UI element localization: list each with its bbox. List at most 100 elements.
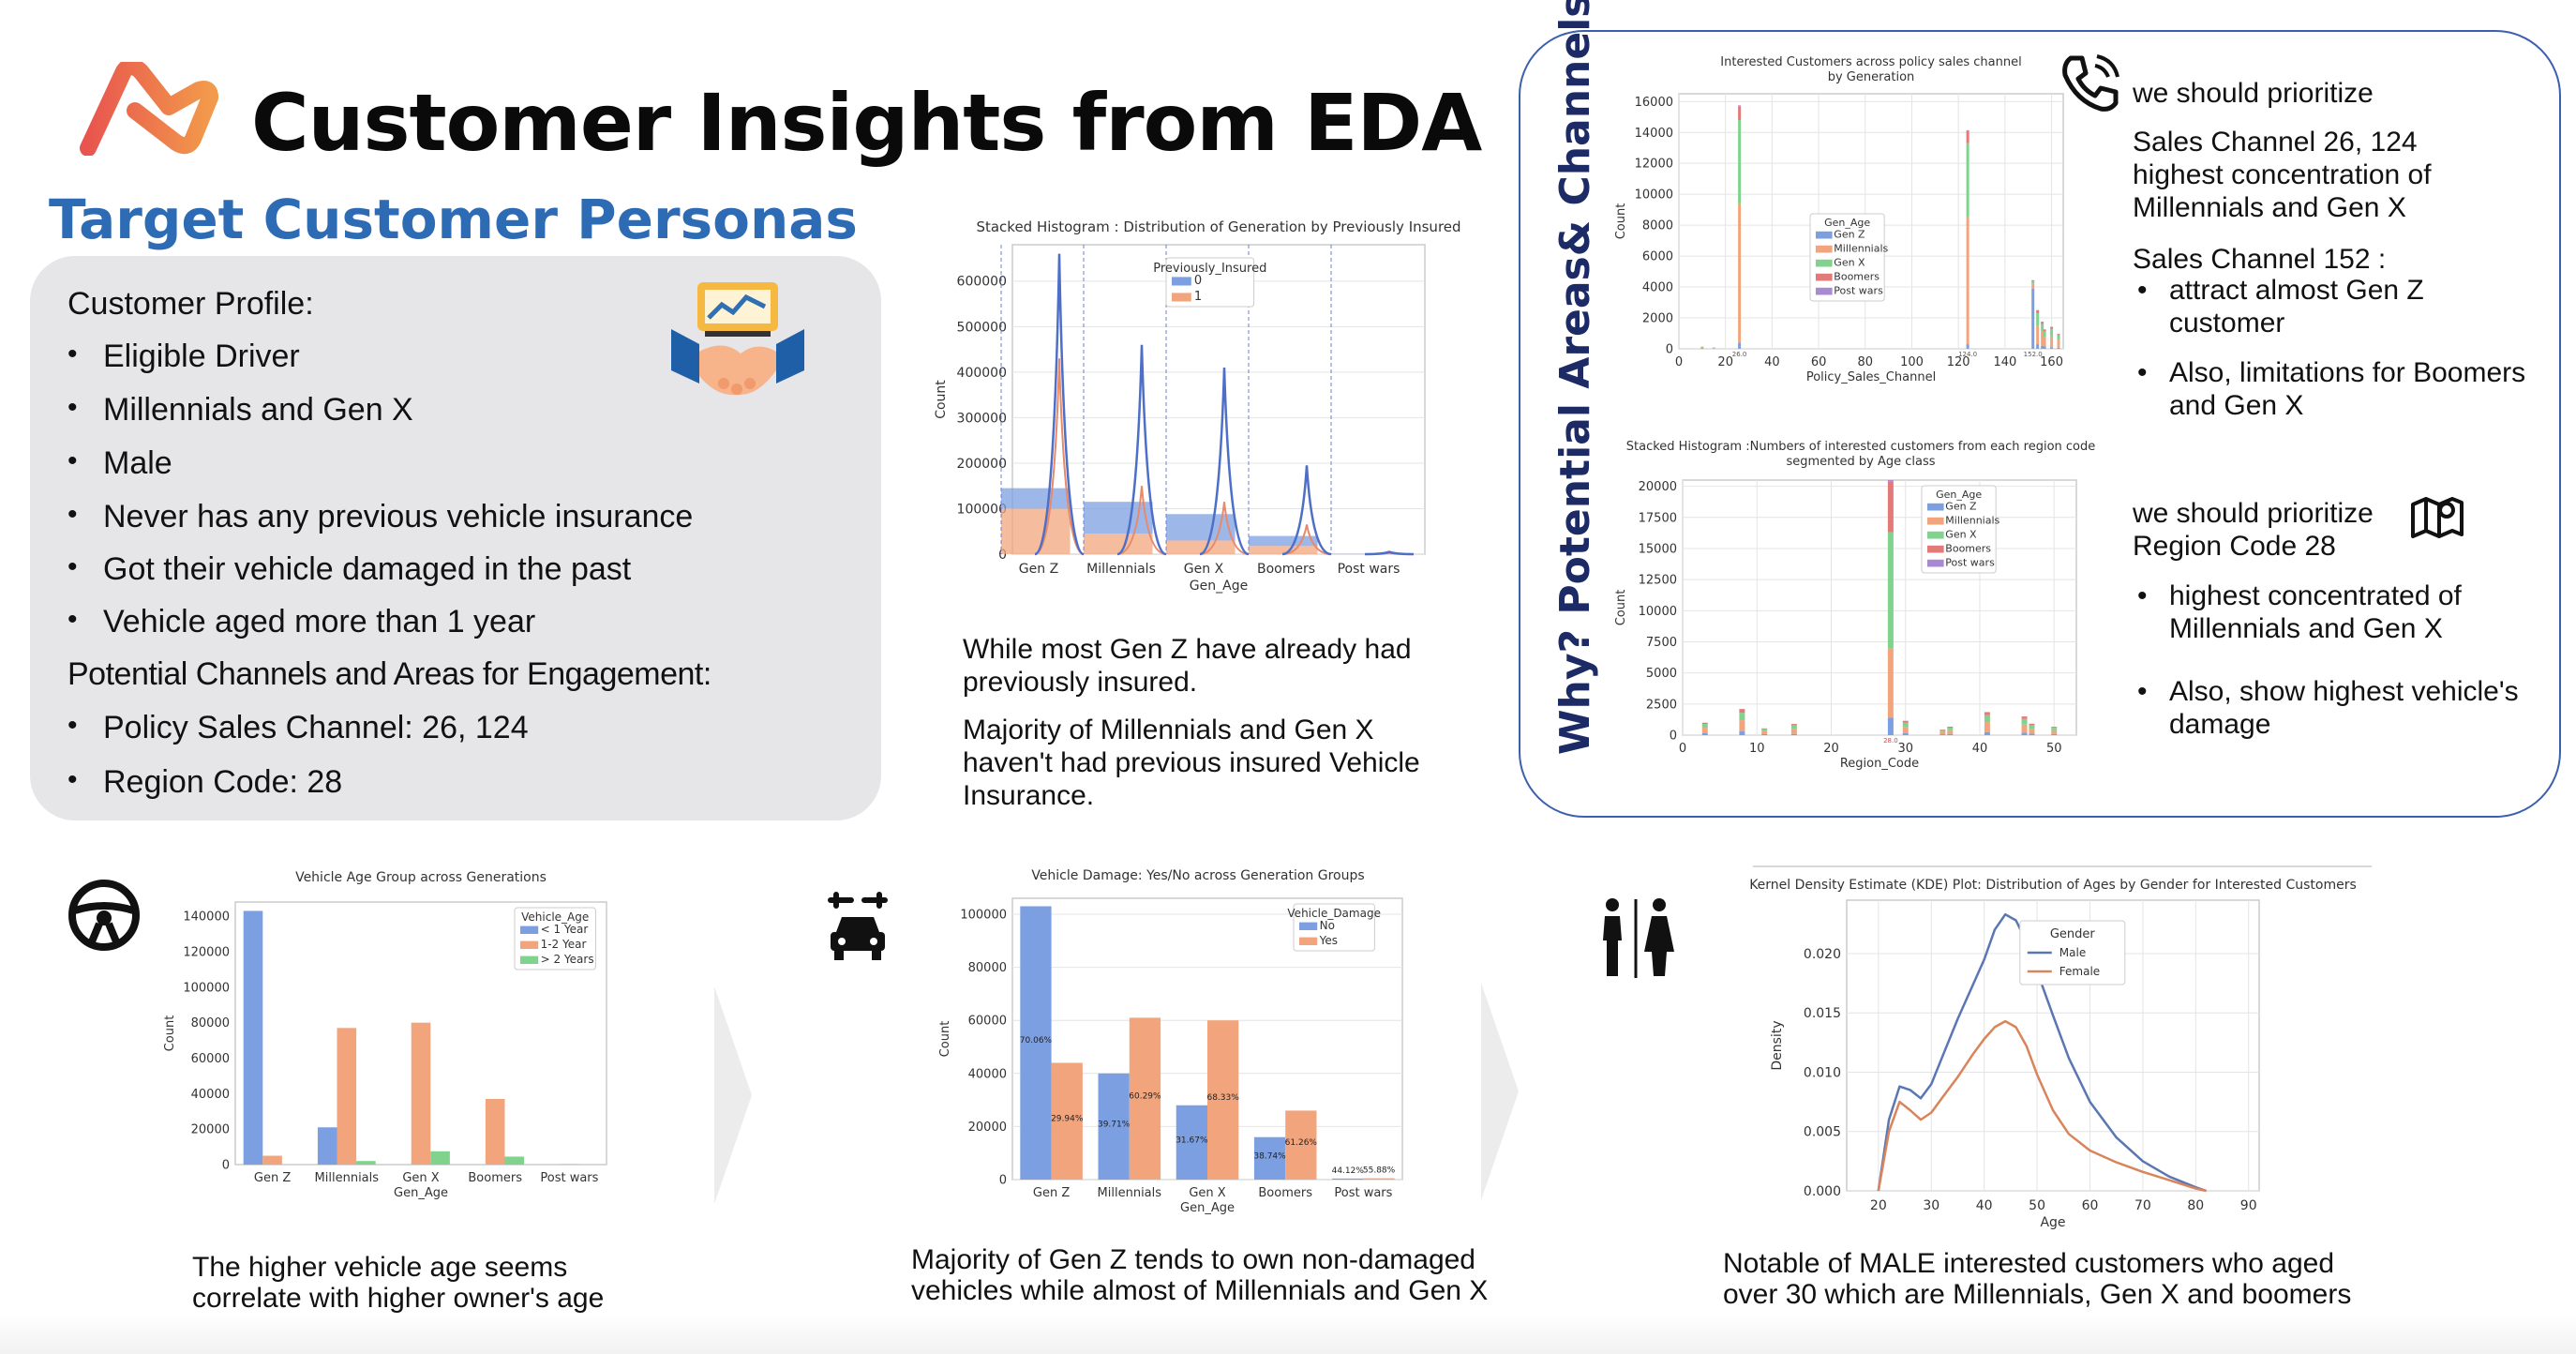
bar bbox=[317, 1127, 337, 1165]
y-axis-label: Count bbox=[163, 1016, 177, 1052]
bar bbox=[1947, 733, 1954, 735]
bar bbox=[1166, 514, 1236, 541]
bar bbox=[2051, 733, 2058, 735]
y-tick-label: 17500 bbox=[1639, 511, 1677, 525]
y-tick-label: 80000 bbox=[968, 961, 1007, 975]
bar bbox=[1966, 129, 1969, 131]
x-tick-label: 0 bbox=[1675, 355, 1683, 369]
bar bbox=[1887, 717, 1894, 735]
y-tick-label: 60000 bbox=[968, 1015, 1007, 1029]
y-tick-label: 10000 bbox=[1635, 188, 1673, 203]
legend-swatch bbox=[1816, 259, 1833, 267]
legend-swatch bbox=[520, 940, 539, 949]
data-label: 29.94% bbox=[1051, 1115, 1084, 1124]
chart-generation-by-insured: Stacked Histogram : Distribution of Gene… bbox=[934, 218, 1461, 594]
bar bbox=[1966, 130, 1969, 143]
legend-swatch bbox=[1816, 245, 1833, 253]
bar bbox=[1249, 546, 1318, 554]
legend-label: Gen X bbox=[1834, 256, 1865, 268]
x-tick-label: 50 bbox=[2029, 1198, 2045, 1213]
chart-vehicle-damage: Vehicle Damage: Yes/No across Generation… bbox=[938, 868, 1403, 1215]
x-tick-label: Gen Z bbox=[1033, 1186, 1070, 1200]
y-tick-label: 40000 bbox=[191, 1088, 230, 1102]
legend-label: Post wars bbox=[1945, 556, 1995, 568]
car-repair-icon bbox=[825, 891, 891, 966]
data-label: 61.26% bbox=[1285, 1138, 1318, 1148]
legend-swatch bbox=[1927, 545, 1944, 553]
x-tick-label: 0 bbox=[1679, 742, 1686, 756]
bar bbox=[1098, 1073, 1130, 1180]
x-tick-label: Gen Z bbox=[1019, 562, 1058, 577]
legend-label: Millennials bbox=[1834, 242, 1888, 254]
x-tick-label: Post wars bbox=[1334, 1186, 1392, 1200]
bar bbox=[1947, 730, 1954, 734]
bar bbox=[1947, 726, 1954, 729]
x-axis-label: Policy_Sales_Channel bbox=[1806, 370, 1936, 384]
map-icon bbox=[2409, 493, 2465, 540]
bar bbox=[1001, 508, 1071, 554]
y-tick-label: 0.005 bbox=[1804, 1125, 1841, 1140]
x-tick-label: Post wars bbox=[540, 1171, 598, 1185]
legend-swatch bbox=[520, 955, 539, 964]
legend-swatch bbox=[1816, 273, 1833, 281]
y-axis-label: Count bbox=[1614, 590, 1628, 626]
legend-swatch bbox=[1927, 531, 1944, 539]
bar bbox=[2051, 730, 2058, 734]
steering-wheel-icon bbox=[66, 877, 142, 954]
bar bbox=[1700, 347, 1704, 349]
y-tick-label: 2500 bbox=[1646, 698, 1677, 712]
bar bbox=[1984, 712, 1990, 715]
bullet: • bbox=[2137, 357, 2148, 388]
y-tick-label: 7500 bbox=[1646, 636, 1677, 650]
legend-title: Previously_Insured bbox=[1153, 262, 1266, 276]
bullet: • bbox=[2137, 580, 2148, 611]
bar bbox=[1332, 1178, 1364, 1180]
y-tick-label: 10000 bbox=[1639, 605, 1677, 619]
legend-label: Female bbox=[2059, 965, 2100, 978]
phone-icon bbox=[2058, 51, 2123, 116]
channel-152-bullet-2b: and Gen X bbox=[2169, 390, 2304, 421]
data-label: 39.71% bbox=[1098, 1120, 1131, 1129]
legend-label: 0 bbox=[1194, 274, 1202, 288]
chart-title: Kernel Density Estimate (KDE) Plot: Dist… bbox=[1749, 878, 2357, 893]
bar bbox=[1887, 532, 1894, 649]
y-tick-label: 6000 bbox=[1642, 250, 1673, 264]
x-tick-label: Post wars bbox=[1338, 562, 1400, 577]
legend-title: Vehicle_Damage bbox=[1287, 907, 1381, 920]
bar bbox=[1739, 731, 1745, 735]
y-tick-label: 0.000 bbox=[1804, 1184, 1841, 1199]
vehicle-damage-caption-2: vehicles while almost of Millennials and… bbox=[911, 1275, 1489, 1306]
x-tick-label: Gen X bbox=[402, 1171, 439, 1185]
bar bbox=[1939, 730, 1946, 732]
legend-label: 1 bbox=[1194, 290, 1202, 304]
y-axis-label: Count bbox=[1614, 203, 1628, 240]
bar bbox=[1761, 730, 1768, 734]
bar bbox=[1051, 1062, 1083, 1180]
page-title: Customer Insights from EDA bbox=[251, 77, 1482, 169]
bar bbox=[2051, 728, 2058, 730]
x-tick-label: Boomers bbox=[1257, 562, 1315, 577]
data-label: 38.74% bbox=[1253, 1151, 1286, 1161]
chart-title: segmented by Age class bbox=[1786, 455, 1935, 469]
bar bbox=[1761, 728, 1768, 730]
bar bbox=[1701, 733, 1708, 735]
y-tick-label: 0.015 bbox=[1804, 1006, 1841, 1021]
bar bbox=[1738, 120, 1742, 204]
y-tick-label: 8000 bbox=[1642, 219, 1673, 233]
x-tick-label: Millennials bbox=[315, 1171, 380, 1185]
bar bbox=[1984, 722, 1990, 732]
y-tick-label: 40000 bbox=[968, 1067, 1007, 1081]
data-label: 70.06% bbox=[1020, 1036, 1053, 1046]
legend-label: 1-2 Year bbox=[541, 938, 587, 951]
y-tick-label: 0 bbox=[998, 548, 1007, 563]
page-subtitle: Target Customer Personas bbox=[49, 188, 858, 251]
bar bbox=[2031, 281, 2035, 284]
x-tick-label: 20 bbox=[1870, 1198, 1887, 1213]
x-tick-label: 40 bbox=[1972, 742, 1988, 756]
prioritize-heading-2: we should prioritize bbox=[2133, 498, 2374, 529]
y-axis-label: Count bbox=[934, 380, 949, 419]
legend-label: Millennials bbox=[1945, 514, 1999, 526]
x-axis-label: Gen_Age bbox=[394, 1186, 448, 1200]
bar bbox=[1166, 540, 1236, 554]
bar bbox=[1902, 733, 1909, 735]
